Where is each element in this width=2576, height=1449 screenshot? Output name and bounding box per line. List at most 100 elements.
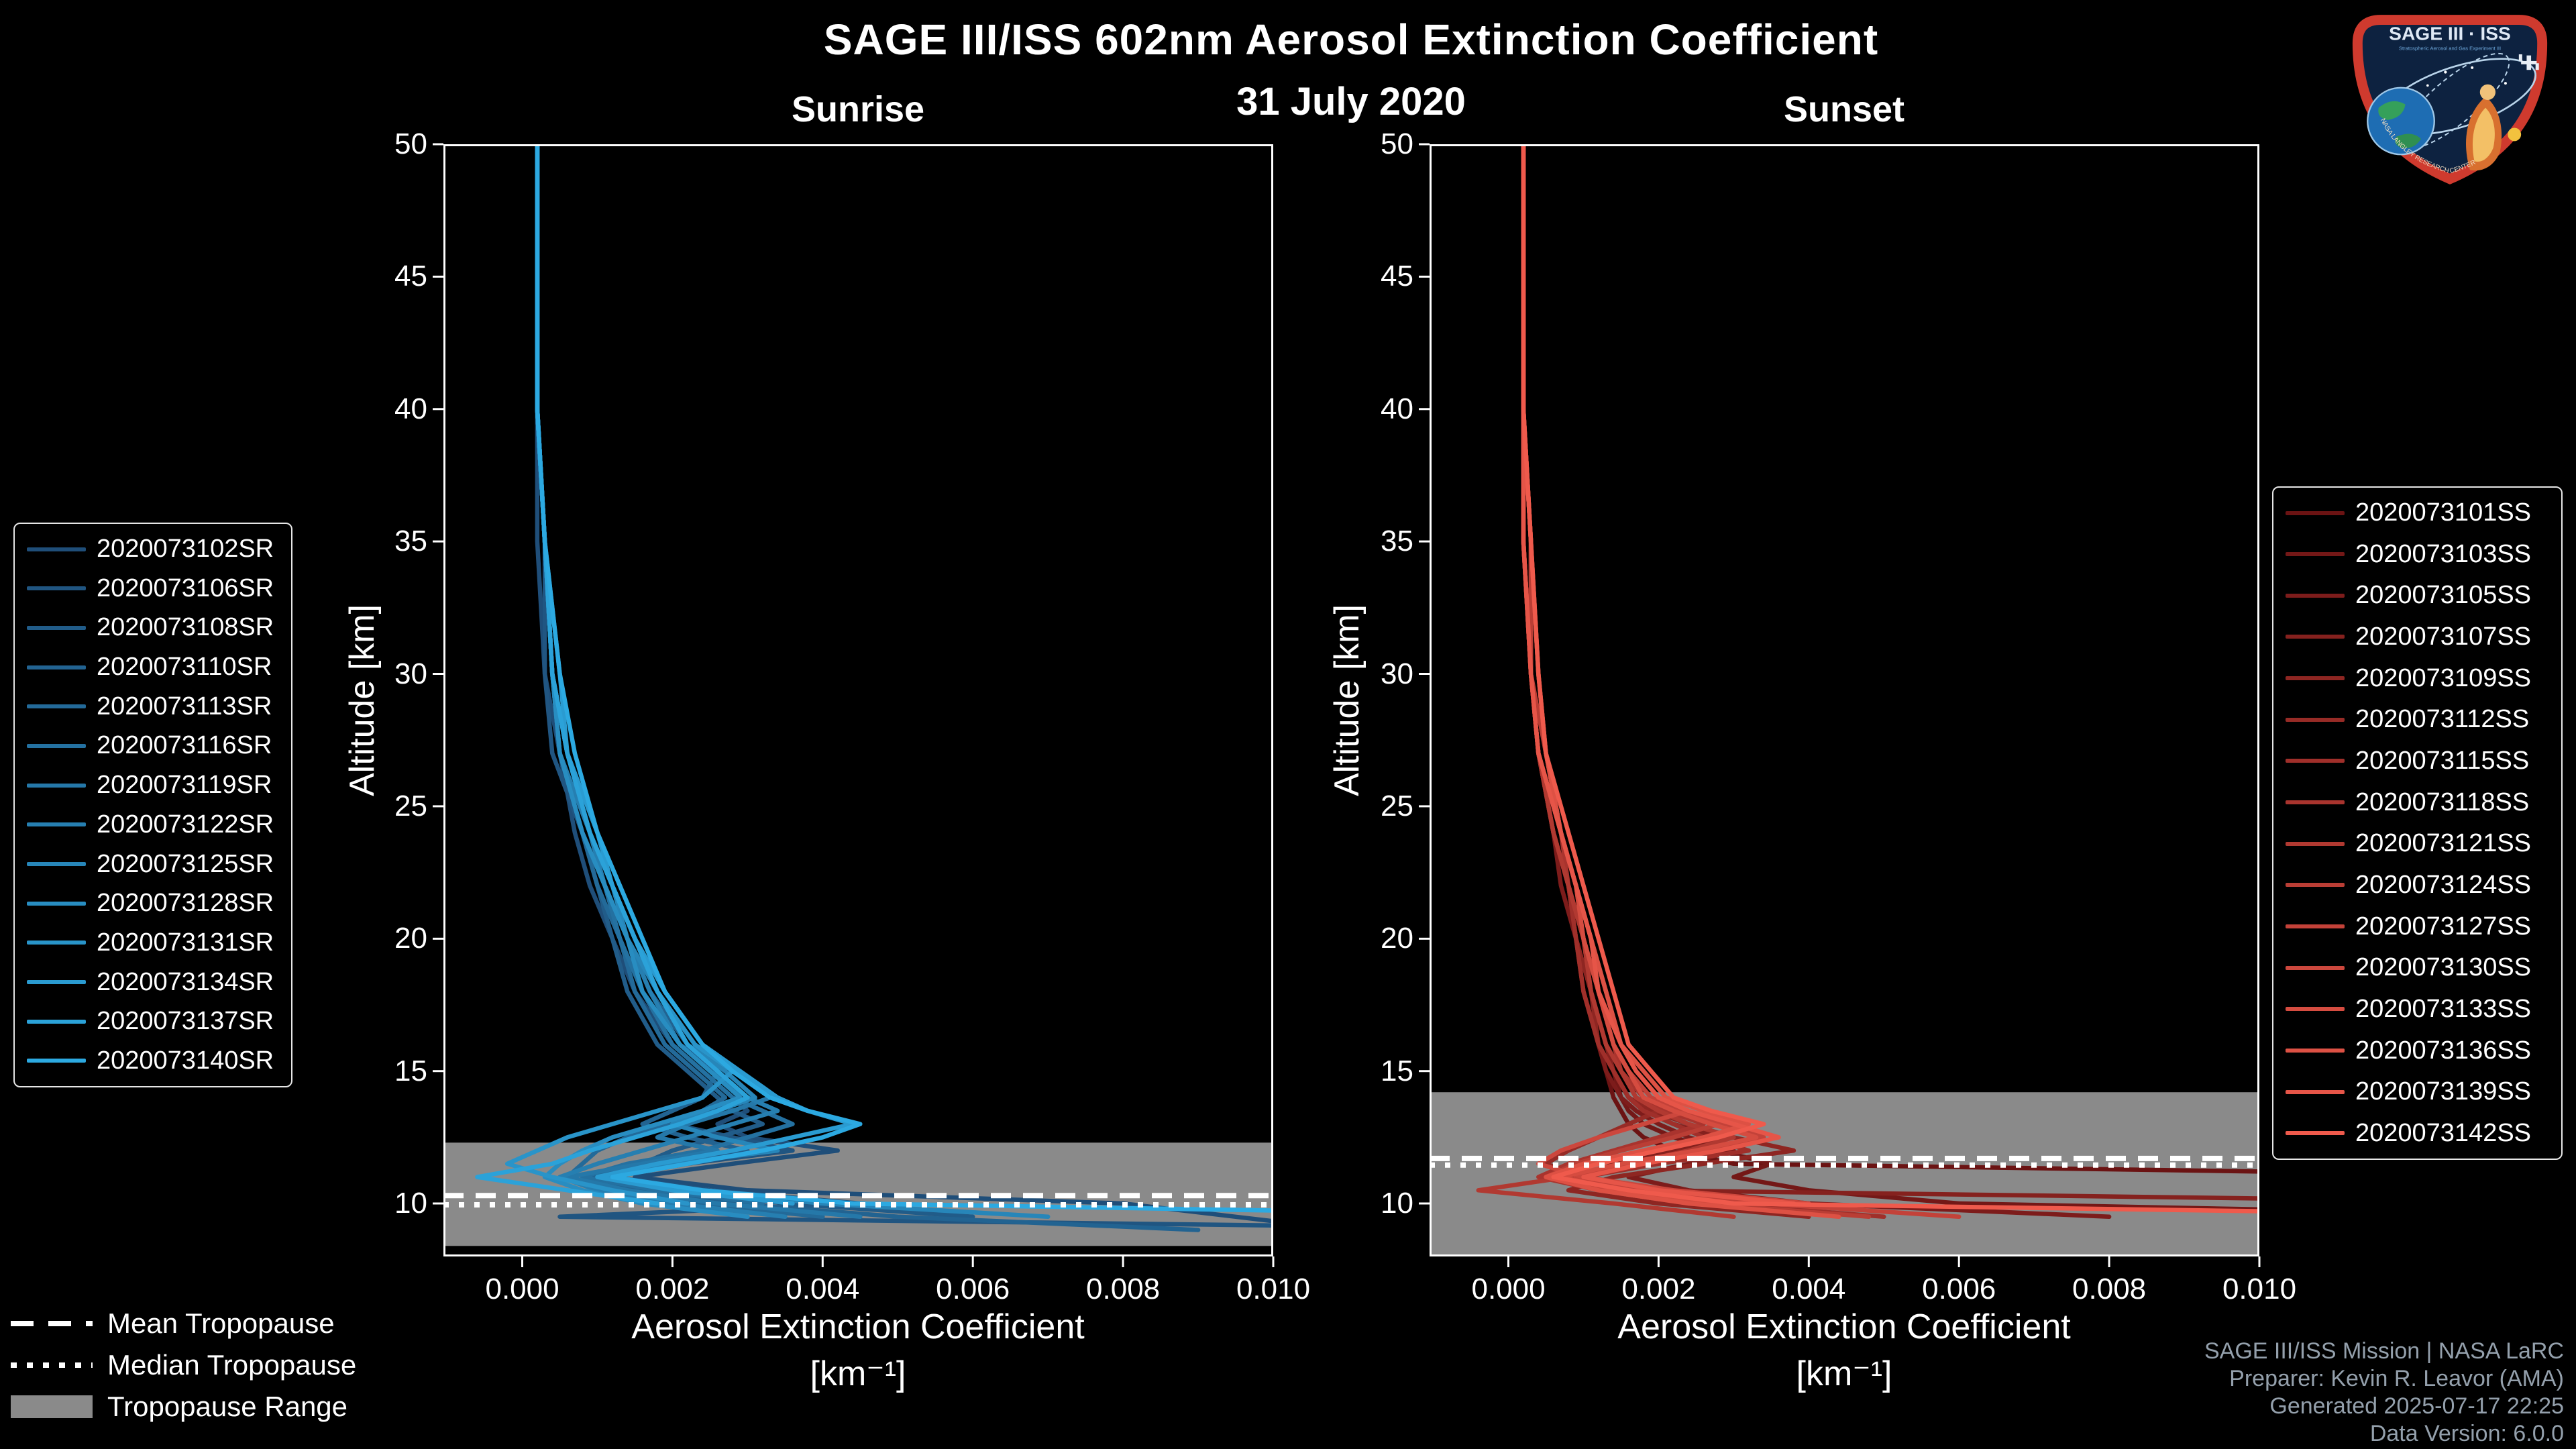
plot-border [443, 144, 1273, 1256]
dotted-line-swatch [11, 1362, 93, 1368]
legend-line-swatch [27, 901, 86, 906]
profile-line-2020073133SS [1521, 144, 1759, 1206]
y-tick-label: 35 [1381, 525, 1413, 558]
profile-line-2020073137SR [475, 144, 750, 1206]
x-tick-label: 0.010 [1236, 1273, 1311, 1305]
legend-line-swatch [27, 1059, 86, 1063]
legend-line-swatch [2286, 1049, 2345, 1053]
sunset-plot-svg [1419, 143, 2261, 1267]
legend-label: 2020073140SR [97, 1046, 274, 1075]
x-tick-label: 0.010 [2222, 1273, 2297, 1305]
legend-line-swatch [2286, 1007, 2345, 1012]
y-tick-label: 10 [1381, 1187, 1413, 1220]
legend-line-swatch [2286, 883, 2345, 888]
legend-item: 2020073106SR [27, 574, 279, 603]
x-tick-label: 0.008 [1086, 1273, 1161, 1305]
legend-item: 2020073142SS [2286, 1119, 2549, 1148]
profile-line-2020073109SS [1521, 144, 1811, 1220]
y-tick-label: 45 [1381, 260, 1413, 293]
y-tick-label: 40 [394, 392, 427, 425]
legend-label: 2020073110SR [97, 653, 272, 682]
y-tick-label: 15 [1381, 1054, 1413, 1087]
legend-line-swatch [2286, 511, 2345, 515]
legend-label: 2020073119SR [97, 771, 272, 800]
sunrise-legend: 2020073102SR 2020073106SR 2020073108SR 2020… [13, 523, 292, 1087]
x-axis-label-sunset: Aerosol Extinction Coefficient [1617, 1307, 2071, 1346]
y-tick-label: 10 [394, 1187, 427, 1220]
profile-line-2020073142SS [1521, 144, 2259, 1214]
x-tick-label: 0.006 [1922, 1273, 1996, 1305]
legend-label: 2020073136SS [2355, 1036, 2532, 1065]
legend-item: 2020073121SS [2286, 829, 2549, 858]
legend-line-swatch [2286, 924, 2345, 929]
legend-line-swatch [2286, 676, 2345, 681]
legend-line-swatch [2286, 759, 2345, 763]
profile-line-2020073110SR [535, 144, 1201, 1232]
legend-label: 2020073122SR [97, 810, 274, 839]
legend-line-swatch [27, 665, 86, 669]
legend-item: 2020073110SR [27, 653, 279, 682]
legend-label: 2020073131SR [97, 928, 274, 957]
legend-item: 2020073107SS [2286, 623, 2549, 651]
y-tick-label: 35 [394, 525, 427, 558]
mean-tropopause-legend-item: Mean Tropopause [11, 1303, 356, 1344]
median-tropopause-legend-item: Median Tropopause [11, 1344, 356, 1386]
profile-line-2020073130SS [1521, 144, 1811, 1206]
legend-label: Median Tropopause [107, 1349, 357, 1381]
tropopause-legend: Mean Tropopause Median Tropopause Tropop… [11, 1303, 356, 1428]
y-tick-label: 40 [1381, 392, 1413, 425]
credit-generated: Generated 2025-07-17 22:25 [2269, 1393, 2564, 1419]
legend-line-swatch [27, 547, 86, 551]
legend-line-swatch [27, 862, 86, 866]
page-title: SAGE III/ISS 602nm Aerosol Extinction Co… [823, 15, 1879, 64]
profile-line-2020073136SS [1521, 144, 1841, 1220]
y-tick-label: 15 [394, 1054, 427, 1087]
x-axis-unit-sunset: [km⁻¹] [1796, 1354, 1892, 1393]
legend-item: 2020073125SR [27, 850, 279, 879]
legend-item: 2020073101SS [2286, 498, 2549, 527]
y-tick-label: 30 [394, 657, 427, 690]
profile-line-2020073113SR [535, 144, 825, 1220]
legend-item: 2020073128SR [27, 889, 279, 918]
y-tick-label: 45 [394, 260, 427, 293]
dashed-line-swatch [11, 1321, 93, 1326]
x-tick-label: 0.004 [786, 1273, 860, 1305]
legend-label: 2020073109SS [2355, 663, 2532, 692]
legend-label: 2020073121SS [2355, 829, 2532, 858]
profile-line-2020073102SR [535, 144, 1273, 1224]
iss-icon [2518, 54, 2539, 70]
sunset-legend: 2020073101SS 2020073103SS 2020073105SS 2020… [2272, 486, 2563, 1160]
legend-label: 2020073125SR [97, 849, 274, 878]
legend-label: 2020073137SR [97, 1007, 274, 1036]
legend-label: 2020073106SR [97, 574, 274, 602]
legend-label: 2020073102SR [97, 535, 274, 563]
legend-label: 2020073116SR [97, 731, 272, 760]
profile-line-2020073125SR [535, 144, 1051, 1220]
stars [2426, 66, 2507, 87]
legend-line-swatch [2286, 965, 2345, 970]
profile-line-2020073131SR [504, 144, 735, 1206]
x-tick-label: 0.002 [1621, 1273, 1696, 1305]
legend-line-swatch [2286, 717, 2345, 722]
y-axis-label-sunrise: Altitude [km] [343, 604, 382, 797]
legend-label: Mean Tropopause [107, 1307, 335, 1339]
legend-label: 2020073118SS [2355, 788, 2530, 816]
profile-line-2020073108SR [535, 144, 975, 1220]
figure-icon [2466, 84, 2502, 171]
profile-line-2020073127SS [1521, 144, 1962, 1220]
y-axis-label-sunset: Altitude [km] [1328, 604, 1366, 797]
y-tick-label: 25 [1381, 789, 1413, 822]
sunrise-panel-title: Sunrise [791, 89, 925, 129]
sunset-panel-title: Sunset [1783, 89, 1905, 129]
legend-item: 2020073130SS [2286, 953, 2549, 982]
page-date: 31 July 2020 [1236, 80, 1466, 123]
credit-mission: SAGE III/ISS Mission | NASA LaRC [2204, 1338, 2564, 1364]
legend-item: 2020073127SS [2286, 912, 2549, 941]
legend-label: 2020073139SS [2355, 1077, 2532, 1106]
legend-item: 2020073113SR [27, 692, 279, 721]
tropopause-range-legend-item: Tropopause Range [11, 1386, 356, 1428]
legend-item: 2020073108SR [27, 613, 279, 642]
legend-line-swatch [2286, 552, 2345, 557]
legend-label: 2020073130SS [2355, 953, 2532, 982]
